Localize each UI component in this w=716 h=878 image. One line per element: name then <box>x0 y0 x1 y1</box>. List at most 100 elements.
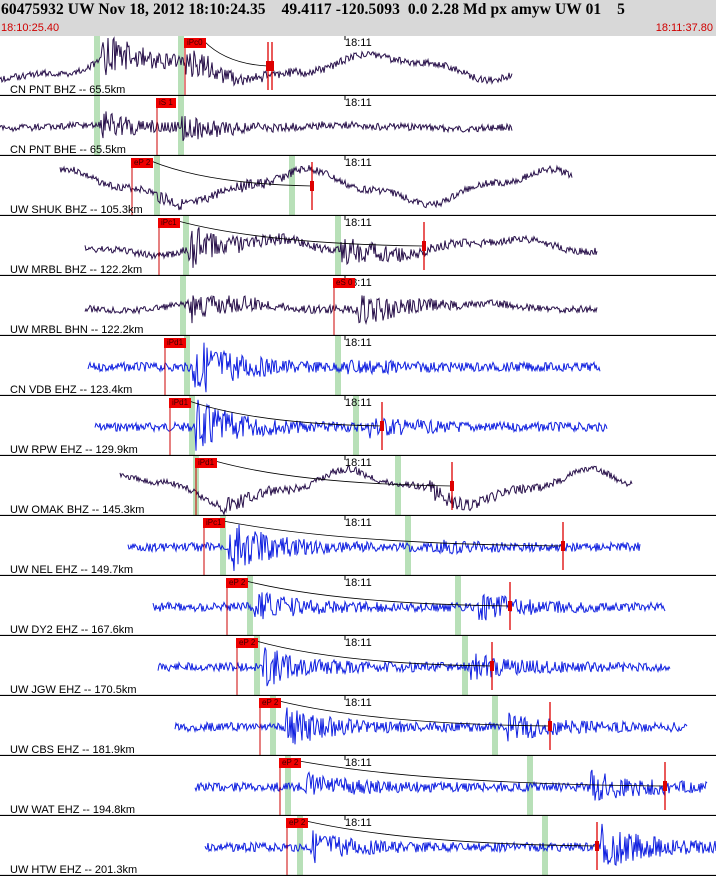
event-title: 60475932 UW Nov 18, 2012 18:10:24.35 49.… <box>1 1 626 18</box>
time-mark-label: 18:11 <box>345 817 372 829</box>
station-label: UW JGW EHZ -- 170.5km <box>10 684 137 696</box>
time-mark-label: 18:11 <box>345 337 372 349</box>
phase-window-marker <box>335 336 341 396</box>
phase-window-marker <box>492 696 498 756</box>
phase-pick-label[interactable]: iPc1 <box>158 218 180 228</box>
phase-window-marker <box>183 216 189 276</box>
waveform-trace <box>174 707 688 745</box>
trace-panel[interactable]: 18:11 iPd1 CN VDB EHZ -- 123.4km <box>0 336 716 396</box>
phase-window-marker <box>462 636 468 696</box>
waveform-plot <box>0 696 716 756</box>
waveform-trace <box>87 342 601 393</box>
phase-window-marker <box>180 276 186 336</box>
station-label: UW CBS EHZ -- 181.9km <box>10 744 135 756</box>
coda-marker-box <box>548 721 552 731</box>
waveform-trace <box>119 465 633 516</box>
coda-marker-box <box>663 781 667 791</box>
trace-panel[interactable]: 18:11 iPd1 UW RPW EHZ -- 129.9km <box>0 396 716 456</box>
trace-panel[interactable]: 18:11 eP 2 UW SHUK BHZ -- 105.3km <box>0 156 716 216</box>
time-mark-label: 18:11 <box>345 37 372 49</box>
phase-pick-label[interactable]: iPd1 <box>195 458 218 468</box>
waveform-trace <box>157 647 671 687</box>
phase-pick-label[interactable]: iPd1 <box>164 338 187 348</box>
trace-panel[interactable]: 18:11 eP 2 UW HTW EHZ -- 201.3km <box>0 816 716 876</box>
coda-marker-box <box>380 421 384 431</box>
coda-marker-box <box>595 841 599 851</box>
trace-panel[interactable]: 18:11 iPc1 UW NEL EHZ -- 149.7km <box>0 516 716 576</box>
phase-window-marker <box>154 156 160 216</box>
time-mark-label: 18:11 <box>345 157 372 169</box>
phase-window-marker <box>542 816 548 876</box>
waveform-plot <box>0 276 716 336</box>
time-mark-label: 18:11 <box>345 397 372 409</box>
time-mark-label: 18:11 <box>345 97 372 109</box>
station-label: UW MRBL BHZ -- 122.2km <box>10 264 143 276</box>
waveform-trace <box>0 111 513 142</box>
station-label: UW HTW EHZ -- 201.3km <box>10 864 138 876</box>
trace-panel[interactable]: 18:11 eP 2 UW WAT EHZ -- 194.8km <box>0 756 716 816</box>
trace-panel[interactable]: 18:11 eP 2 UW DY2 EHZ -- 167.6km <box>0 576 716 636</box>
phase-pick-label[interactable]: eP 2 <box>226 578 249 588</box>
coda-marker-box <box>561 541 565 551</box>
trace-panel[interactable]: 18:11 iPd1 UW OMAK BHZ -- 145.3km <box>0 456 716 516</box>
waveform-plot <box>0 96 716 156</box>
trace-panel[interactable]: 18:11 eP 2 UW CBS EHZ -- 181.9km <box>0 696 716 756</box>
waveform-plot <box>0 156 716 216</box>
station-label: UW MRBL BHN -- 122.2km <box>10 324 144 336</box>
travel-time-curve <box>298 760 666 787</box>
trace-panel[interactable]: 18:11 iS 1 CN PNT BHE -- 65.5km <box>0 96 716 156</box>
phase-pick-label[interactable]: eP 2 <box>131 158 154 168</box>
waveform-trace <box>94 399 608 451</box>
window-end-time: 18:11:37.80 <box>655 22 713 34</box>
phase-window-marker <box>178 36 184 96</box>
phase-window-marker <box>270 696 276 756</box>
trace-panel[interactable]: 18:11 eP 2 UW JGW EHZ -- 170.5km <box>0 636 716 696</box>
time-mark-label: 18:11 <box>345 577 372 589</box>
trace-panel[interactable]: 18:11 eS 0 UW MRBL BHN -- 122.2km <box>0 276 716 336</box>
phase-pick-label[interactable]: eP 2 <box>279 758 302 768</box>
waveform-plot <box>0 636 716 696</box>
phase-pick-label[interactable]: iS 1 <box>156 98 176 108</box>
travel-time-curve <box>188 400 383 427</box>
travel-time-curve <box>177 220 425 247</box>
travel-time-curve <box>203 40 269 67</box>
waveform-trace <box>204 823 716 867</box>
phase-window-marker <box>189 396 195 456</box>
phase-pick-label[interactable]: eS 0 <box>333 278 356 288</box>
phase-pick-label[interactable]: iPc0 <box>184 38 206 48</box>
travel-time-curve <box>305 820 598 847</box>
waveform-trace <box>152 591 666 621</box>
coda-marker-box <box>422 241 426 251</box>
phase-pick-label[interactable]: iPc1 <box>203 518 225 528</box>
station-label: CN VDB EHZ -- 123.4km <box>10 384 133 396</box>
travel-time-curve <box>222 520 564 547</box>
phase-pick-label[interactable]: eP 2 <box>236 638 259 648</box>
travel-time-curve <box>255 640 493 667</box>
coda-marker-box <box>490 661 494 671</box>
trace-panel[interactable]: 18:11 iPc0 CN PNT BHZ -- 65.5km <box>0 36 716 96</box>
coda-marker-box <box>310 181 314 191</box>
waveform-plot <box>0 396 716 456</box>
time-mark-label: 18:11 <box>345 457 372 469</box>
travel-time-curve <box>214 460 453 487</box>
phase-pick-label[interactable]: iPd1 <box>169 398 192 408</box>
waveform-plot <box>0 516 716 576</box>
station-label: UW OMAK BHZ -- 145.3km <box>10 504 145 516</box>
phase-window-marker <box>527 756 533 816</box>
seismogram-panels: 18:11 iPc0 CN PNT BHZ -- 65.5km 18:11 iS 1 CN… <box>0 36 716 878</box>
coda-marker-box <box>270 61 274 71</box>
phase-pick-label[interactable]: eP 2 <box>259 698 282 708</box>
time-mark-label: 18:11 <box>345 697 372 709</box>
waveform-plot <box>0 456 716 516</box>
station-label: UW RPW EHZ -- 129.9km <box>10 444 138 456</box>
time-mark-label: 18:11 <box>345 757 372 769</box>
waveform-plot <box>0 816 716 876</box>
station-label: CN PNT BHE -- 65.5km <box>10 144 126 156</box>
time-mark-label: 18:11 <box>345 637 372 649</box>
phase-pick-label[interactable]: eP 2 <box>286 818 309 828</box>
trace-panel[interactable]: 18:11 iPc1 UW MRBL BHZ -- 122.2km <box>0 216 716 276</box>
title-bar: 60475932 UW Nov 18, 2012 18:10:24.35 49.… <box>0 0 716 36</box>
phase-window-marker <box>405 516 411 576</box>
waveform-plot <box>0 36 716 96</box>
time-mark-label: 18:11 <box>345 517 372 529</box>
